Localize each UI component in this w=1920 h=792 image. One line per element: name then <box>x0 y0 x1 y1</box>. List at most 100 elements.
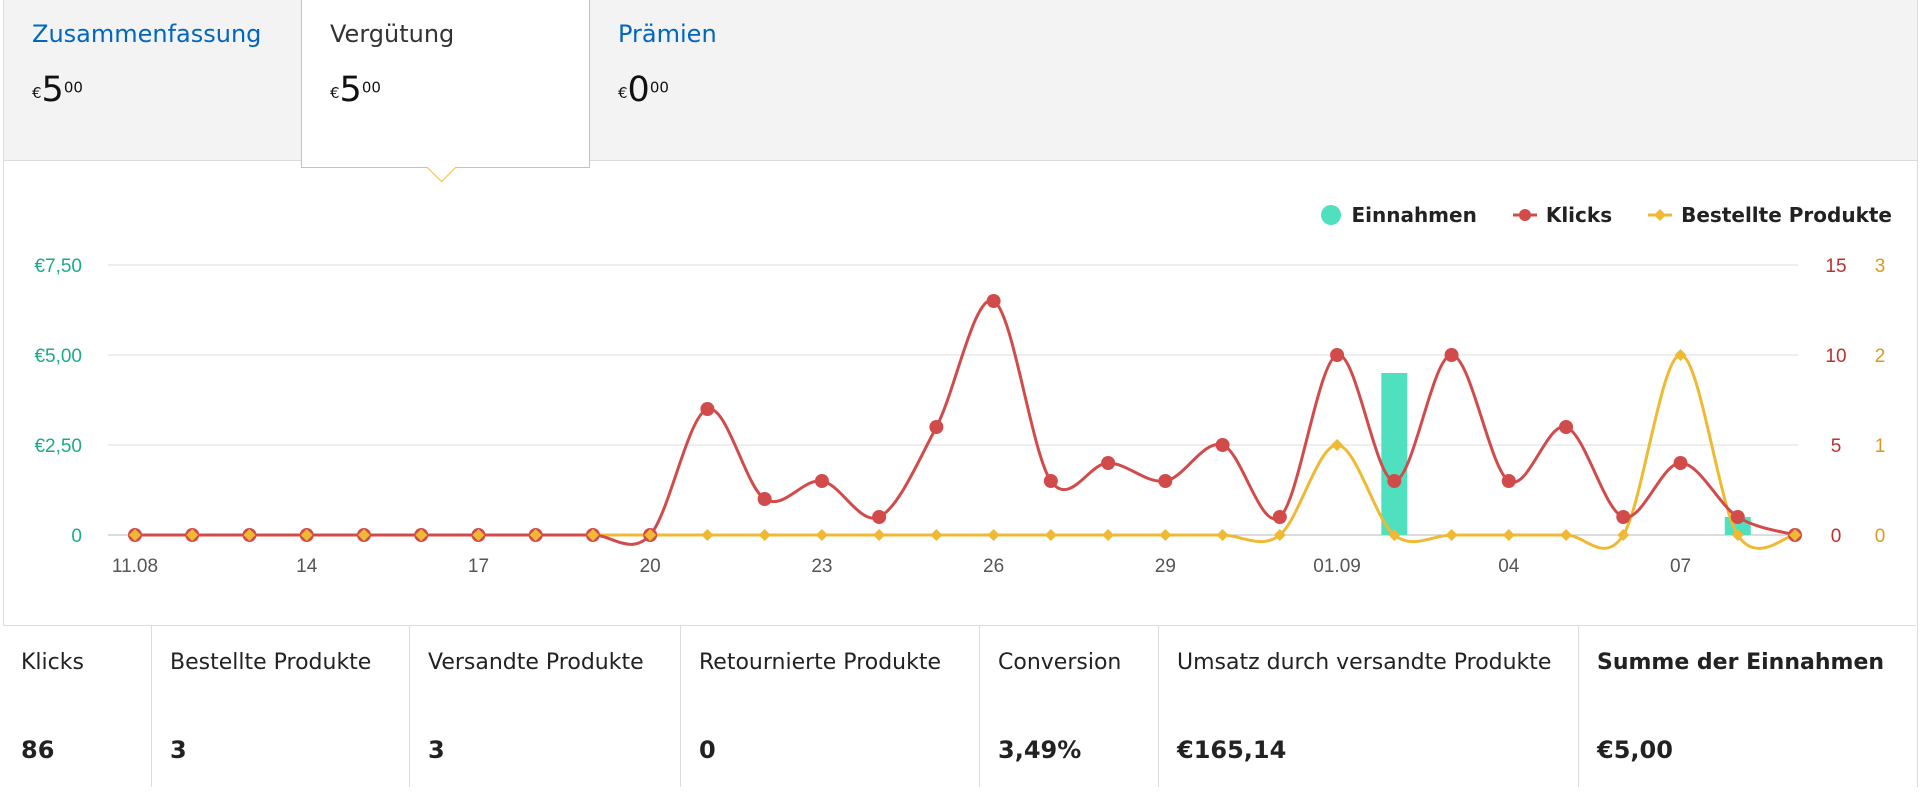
legend-item-bestellte-produkte[interactable]: Bestellte Produkte <box>1648 203 1892 227</box>
currency-symbol: € <box>330 83 340 102</box>
y-left-tick-label: 0 <box>71 526 82 547</box>
x-tick-label: 23 <box>811 556 832 577</box>
stat-bestellte-produkte: Bestellte Produkte 3 <box>152 626 410 787</box>
y-right-clicks-tick-label: 0 <box>1831 526 1842 547</box>
x-tick-label: 11.08 <box>112 556 158 577</box>
stat-label: Klicks <box>21 650 84 675</box>
stat-value: 86 <box>21 736 55 764</box>
klicks-point <box>1158 474 1173 488</box>
bestellte-produkte-point <box>1617 529 1630 541</box>
bestellte-produkte-point <box>1731 529 1744 541</box>
klicks-point <box>1444 348 1459 362</box>
legend-label: Einnahmen <box>1351 203 1477 227</box>
x-tick-label: 07 <box>1670 556 1691 577</box>
bestellte-produkte-point <box>243 529 256 541</box>
tab-label: Zusammenfassung <box>32 20 262 48</box>
chart-legend: Einnahmen Klicks Bestellte Produkte <box>1320 203 1892 227</box>
tab-verguetung[interactable]: Vergütung €500 <box>301 0 590 183</box>
tab-label: Vergütung <box>330 20 455 48</box>
stat-label: Versandte Produkte <box>428 650 644 675</box>
klicks-point <box>1673 456 1688 470</box>
bestellte-produkte-point <box>300 529 313 541</box>
series-line-bestellte-produkte <box>135 353 1796 550</box>
line-diamond-marker-icon <box>1648 209 1673 221</box>
currency-symbol: € <box>618 83 628 102</box>
y-right-clicks-tick-label: 10 <box>1825 346 1846 367</box>
klicks-point <box>1043 474 1058 488</box>
amount-minor: 00 <box>63 78 83 97</box>
y-right-ordered-tick-label: 1 <box>1875 436 1886 457</box>
tab-praemien[interactable]: Prämien €000 <box>590 0 890 160</box>
stat-value: €5,00 <box>1597 736 1673 764</box>
y-right-clicks-tick-label: 5 <box>1831 436 1842 457</box>
stat-conversion: Conversion 3,49% <box>980 626 1159 787</box>
legend-label: Klicks <box>1545 203 1613 227</box>
y-left-tick-label: €5,00 <box>34 346 82 367</box>
klicks-point <box>700 402 715 416</box>
stat-klicks: Klicks 86 <box>3 626 152 787</box>
legend-item-klicks[interactable]: Klicks <box>1512 203 1613 227</box>
x-tick-label: 01.09 <box>1313 556 1361 577</box>
series-line-klicks <box>135 299 1796 546</box>
line-circle-marker-icon <box>1512 209 1537 221</box>
klicks-point <box>757 492 772 506</box>
amount-minor: 00 <box>361 78 381 97</box>
amount-major: 5 <box>41 70 64 110</box>
legend-item-einnahmen[interactable]: Einnahmen <box>1320 203 1477 227</box>
stat-retournierte-produkte: Retournierte Produkte 0 <box>681 626 980 787</box>
bestellte-produkte-point <box>1674 349 1687 361</box>
y-left-tick-label: €2,50 <box>34 436 82 457</box>
klicks-point <box>814 474 829 488</box>
stat-value: 0 <box>699 736 716 764</box>
x-tick-label: 04 <box>1498 556 1520 577</box>
bestellte-produkte-point <box>1388 529 1401 541</box>
bestellte-produkte-point <box>586 529 599 541</box>
bestellte-produkte-point <box>1445 529 1458 541</box>
currency-symbol: € <box>32 83 42 102</box>
bestellte-produkte-point <box>1331 439 1344 451</box>
klicks-point <box>1330 348 1345 362</box>
stat-value: 3 <box>170 736 187 764</box>
tab-zusammenfassung[interactable]: Zusammenfassung €500 <box>4 0 301 160</box>
stat-label: Retournierte Produkte <box>699 650 942 675</box>
bestellte-produkte-point <box>1044 529 1057 541</box>
klicks-point <box>1616 510 1631 524</box>
x-tick-label: 17 <box>468 556 489 577</box>
stat-label: Bestellte Produkte <box>170 650 372 675</box>
bestellte-produkte-point <box>644 529 657 541</box>
bestellte-produkte-point <box>129 529 141 541</box>
klicks-point <box>1387 474 1402 488</box>
stat-label: Umsatz durch versandte Produkte <box>1177 650 1552 675</box>
amount-major: 0 <box>627 70 650 110</box>
klicks-point <box>1501 474 1516 488</box>
bestellte-produkte-point <box>1102 529 1115 541</box>
x-tick-label: 26 <box>983 556 1004 577</box>
bestellte-produkte-point <box>529 529 542 541</box>
bestellte-produkte-point <box>472 529 485 541</box>
x-tick-label: 14 <box>296 556 318 577</box>
y-right-ordered-tick-label: 3 <box>1875 256 1886 277</box>
amount-minor: 00 <box>649 78 669 97</box>
tab-amount: €000 <box>618 70 669 110</box>
x-tick-label: 20 <box>640 556 661 577</box>
tab-amount: €500 <box>32 70 83 110</box>
bestellte-produkte-point <box>930 529 943 541</box>
stat-versandte-produkte: Versandte Produkte 3 <box>410 626 681 787</box>
klicks-point <box>929 420 944 434</box>
bestellte-produkte-point <box>758 529 771 541</box>
circle-marker-icon <box>1321 205 1342 225</box>
bestellte-produkte-point <box>701 529 714 541</box>
bestellte-produkte-point <box>1159 529 1172 541</box>
tab-amount: €500 <box>330 70 381 110</box>
bestellte-produkte-point <box>1789 529 1801 541</box>
stats-row: Klicks 86 Bestellte Produkte 3 Versandte… <box>3 625 1916 787</box>
bestellte-produkte-point <box>815 529 828 541</box>
bestellte-produkte-point <box>357 529 370 541</box>
y-left-tick-label: €7,50 <box>34 256 82 277</box>
tab-label: Prämien <box>618 20 717 48</box>
legend-label: Bestellte Produkte <box>1681 203 1892 227</box>
bestellte-produkte-point <box>1216 529 1229 541</box>
bestellte-produkte-point <box>873 529 886 541</box>
stat-label: Conversion <box>998 650 1122 675</box>
y-right-ordered-tick-label: 2 <box>1875 346 1886 367</box>
